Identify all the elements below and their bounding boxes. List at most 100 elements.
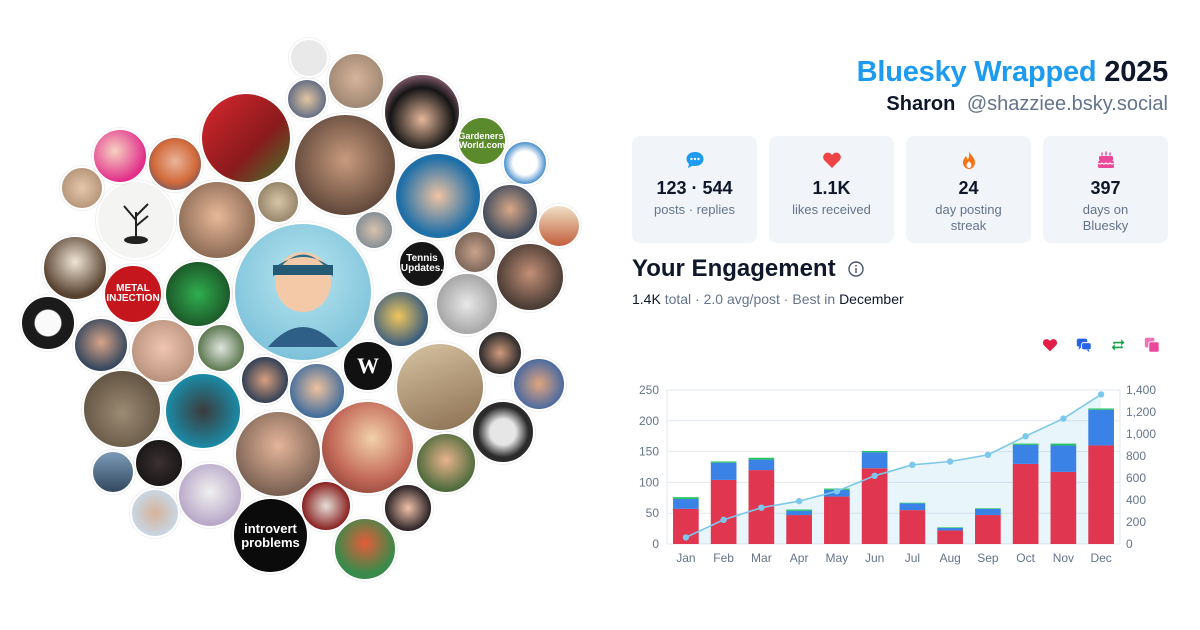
- flame-icon: [962, 151, 975, 169]
- info-icon[interactable]: [847, 261, 864, 277]
- avatar[interactable]: Gardeners' World.com: [457, 116, 507, 166]
- avatar[interactable]: [233, 222, 373, 362]
- avatar[interactable]: [512, 357, 566, 411]
- avatar[interactable]: [288, 362, 346, 420]
- bar-segment: [975, 508, 1001, 509]
- avatar[interactable]: [73, 317, 129, 373]
- avatar[interactable]: [415, 432, 477, 494]
- avatar[interactable]: [372, 290, 430, 348]
- avatar[interactable]: Tennis Updates.: [398, 240, 446, 288]
- stat-label: days on Bluesky: [1082, 202, 1129, 233]
- heart-icon[interactable]: [1042, 337, 1058, 353]
- avatar[interactable]: [495, 242, 565, 312]
- avatar[interactable]: [394, 152, 482, 240]
- bar-segment: [710, 461, 737, 463]
- avatar[interactable]: [327, 52, 385, 110]
- cumulative-point: [946, 458, 954, 465]
- page-title: Bluesky Wrapped 2025: [632, 56, 1169, 89]
- cumulative-line: [685, 393, 1102, 539]
- avatar[interactable]: [200, 92, 292, 184]
- avatar[interactable]: [240, 355, 290, 405]
- engagement-summary: 1.4K total · 2.0 avg/post · Best in Dece…: [632, 291, 904, 307]
- avatar[interactable]: [91, 450, 135, 494]
- bar-segment: [975, 515, 1001, 544]
- quote-icon[interactable]: [1144, 337, 1160, 353]
- stat-card-likes: 1.1K likes received: [769, 136, 894, 243]
- avatar[interactable]: [286, 78, 328, 120]
- x-tick-label: Mar: [751, 551, 772, 565]
- avatar[interactable]: [164, 372, 242, 450]
- avatar[interactable]: [234, 410, 322, 498]
- x-tick-label: May: [826, 551, 849, 565]
- avatar[interactable]: [147, 136, 203, 192]
- avatar[interactable]: [395, 342, 485, 432]
- y-axis-right: 0 200 400 600 800 1,000 1,200 1,400: [1126, 383, 1156, 551]
- cumulative-point: [758, 504, 765, 511]
- section-title: Your Engagement: [632, 255, 836, 282]
- avatar[interactable]: introvert problems: [232, 497, 309, 574]
- avatar[interactable]: [256, 180, 300, 224]
- avatar[interactable]: [20, 295, 76, 351]
- avatar[interactable]: [481, 183, 539, 241]
- avatar[interactable]: [471, 400, 535, 464]
- x-axis: Jan Feb Mar Apr May Jun Jul Aug Sep Oct Nov Dec: [676, 551, 1112, 565]
- avatar[interactable]: [383, 73, 461, 151]
- engagement-best-prefix: Best in: [792, 291, 836, 307]
- bar-segment: [861, 450, 888, 453]
- y2-tick-label: 1,200: [1126, 405, 1156, 419]
- avatar[interactable]: [354, 210, 394, 250]
- reply-icon[interactable]: [1076, 337, 1092, 353]
- avatar[interactable]: [293, 113, 397, 217]
- avatar[interactable]: [502, 140, 548, 186]
- avatar[interactable]: [60, 166, 104, 210]
- y-tick-label: 150: [639, 445, 659, 459]
- bar-segment: [1050, 471, 1077, 544]
- avatar[interactable]: [177, 180, 257, 260]
- avatar[interactable]: [289, 38, 329, 78]
- bar-segment: [861, 468, 888, 544]
- user-handle[interactable]: @shazziee.bsky.social: [966, 93, 1168, 115]
- avatar[interactable]: [453, 230, 497, 274]
- avatar[interactable]: [477, 330, 523, 376]
- stat-card-days: 397 days on Bluesky: [1043, 136, 1168, 243]
- avatar[interactable]: [82, 369, 162, 449]
- avatar[interactable]: [196, 323, 246, 373]
- bar-segment: [899, 510, 926, 544]
- stat-card-streak: 24 day posting streak: [906, 136, 1031, 243]
- repost-icon[interactable]: [1110, 337, 1126, 353]
- bar-segment: [899, 502, 926, 504]
- avatar[interactable]: [42, 235, 108, 301]
- engagement-header: Your Engagement: [632, 255, 1168, 283]
- avatar[interactable]: METAL INJECTION: [103, 264, 163, 324]
- y2-tick-label: 1,000: [1126, 427, 1156, 441]
- stat-card-posts: 123 · 544 posts · replies: [632, 136, 757, 243]
- avatar[interactable]: [177, 462, 243, 528]
- cake-icon: [1097, 151, 1114, 168]
- x-tick-label: Apr: [790, 551, 809, 565]
- user-name: Sharon: [886, 93, 956, 115]
- avatar[interactable]: [130, 488, 180, 538]
- cumulative-point: [909, 461, 916, 468]
- cumulative-point: [871, 472, 878, 479]
- avatar[interactable]: [435, 272, 499, 336]
- avatar[interactable]: [134, 438, 184, 488]
- x-tick-label: Feb: [713, 551, 734, 565]
- avatar[interactable]: [96, 180, 176, 260]
- bar-segment: [1050, 443, 1077, 446]
- bar-segment: [748, 459, 775, 471]
- heart-icon: [822, 152, 841, 168]
- avatar[interactable]: [300, 480, 352, 532]
- cumulative-point: [1097, 391, 1105, 398]
- engagement-total-word: total: [664, 291, 692, 307]
- avatar[interactable]: W: [342, 340, 394, 392]
- bar-segment: [861, 452, 888, 469]
- stat-value: 1.1K: [812, 178, 851, 198]
- bar-segment: [748, 457, 775, 460]
- avatar[interactable]: [383, 483, 433, 533]
- avatar[interactable]: [164, 260, 232, 328]
- bar-segment: [937, 530, 963, 544]
- bar-segment: [937, 527, 963, 531]
- avatar[interactable]: [130, 318, 196, 384]
- avatar[interactable]: [333, 517, 397, 581]
- avatar[interactable]: [537, 204, 581, 248]
